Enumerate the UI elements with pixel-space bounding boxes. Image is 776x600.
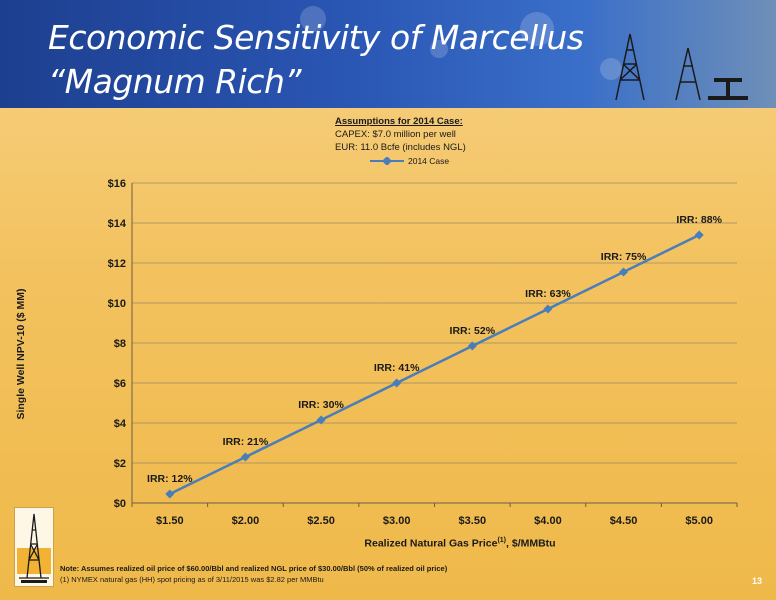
legend-line-marker-icon — [370, 157, 404, 165]
bokeh-decoration — [300, 6, 326, 32]
assumptions-heading: Assumptions for 2014 Case: — [335, 116, 463, 127]
page-number: 13 — [751, 576, 762, 586]
slide-title: Economic Sensitivity of Marcellus “Magnu… — [48, 18, 584, 101]
assumption-line: EUR: 11.0 Bcfe (includes NGL) — [335, 142, 466, 153]
x-tick-label: $4.50 — [610, 515, 638, 527]
assumption-line: CAPEX: $7.0 million per well — [335, 129, 456, 140]
oil-rig-silhouette-icon — [615, 33, 748, 101]
data-label: IRR: 88% — [676, 214, 722, 226]
y-tick-label: $16 — [108, 178, 126, 190]
footnote-nymex: (1) NYMEX natural gas (HH) spot pricing … — [60, 575, 324, 584]
bokeh-decoration — [600, 58, 622, 80]
bokeh-decoration — [520, 12, 554, 46]
y-tick-label: $14 — [108, 218, 127, 230]
x-axis-title: Realized Natural Gas Price(1), $/MMBtu — [364, 537, 556, 550]
y-tick-label: $12 — [108, 258, 126, 270]
data-point — [165, 489, 175, 499]
data-point — [392, 378, 402, 388]
data-label: IRR: 52% — [450, 325, 496, 337]
data-point — [619, 267, 629, 277]
company-logo — [14, 507, 54, 587]
chart-plot: $0 $2 $4 $6 $8 $10 $12 $14 $16 $1.50 $2.00 $2.50 $3.… — [108, 178, 738, 527]
y-tick-label: $6 — [114, 378, 126, 390]
y-tick-label: $2 — [114, 458, 126, 470]
data-point — [316, 415, 326, 425]
x-tick-label: $3.00 — [383, 515, 411, 527]
data-point — [694, 230, 704, 240]
y-tick-label: $10 — [108, 298, 126, 310]
data-label: IRR: 41% — [374, 362, 420, 374]
x-tick-label: $4.00 — [534, 515, 562, 527]
x-tick-label: $1.50 — [156, 515, 184, 527]
data-label: IRR: 30% — [298, 399, 344, 411]
y-tick-label: $8 — [114, 338, 126, 350]
assumptions-box: Assumptions for 2014 Case: CAPEX: $7.0 m… — [335, 115, 466, 154]
series-line — [169, 233, 700, 496]
title-banner: Economic Sensitivity of Marcellus “Magnu… — [0, 0, 776, 108]
derrick-logo-icon — [17, 513, 51, 583]
footnotes: Note: Assumes realized oil price of $60.… — [60, 563, 447, 585]
chart-legend: 2014 Case — [370, 156, 449, 166]
x-tick-label: $5.00 — [685, 515, 713, 527]
data-label: IRR: 12% — [147, 473, 193, 485]
legend-label: 2014 Case — [408, 156, 450, 166]
x-tick-label: $2.50 — [307, 515, 335, 527]
data-point — [240, 452, 250, 462]
y-tick-label: $0 — [114, 498, 126, 510]
data-point — [543, 304, 553, 314]
y-tick-label: $4 — [114, 418, 127, 430]
data-point — [467, 341, 477, 351]
x-tick-label: $2.00 — [232, 515, 260, 527]
x-tick-label: $3.50 — [459, 515, 487, 527]
footnote-assumption: Note: Assumes realized oil price of $60.… — [60, 564, 448, 573]
data-label: IRR: 63% — [525, 288, 571, 300]
bokeh-decoration — [430, 40, 448, 58]
data-label: IRR: 21% — [223, 436, 269, 448]
data-label: IRR: 75% — [601, 251, 647, 263]
